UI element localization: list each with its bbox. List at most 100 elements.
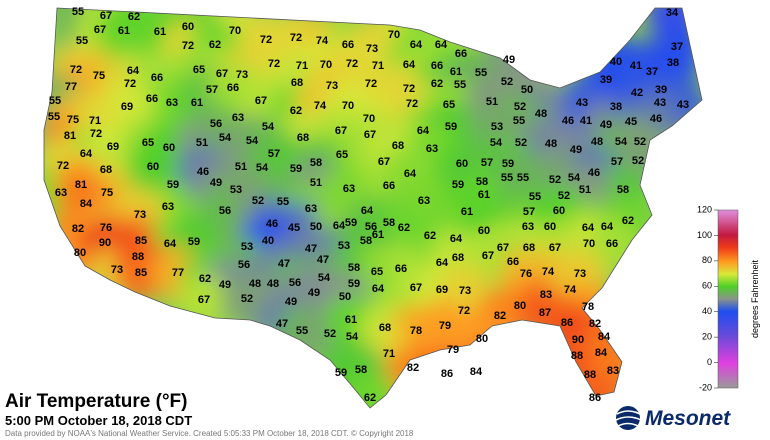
station-temperature: 70 (342, 100, 354, 112)
station-temperature: 52 (515, 137, 527, 149)
station-temperature: 77 (65, 81, 77, 93)
station-temperature: 66 (342, 39, 354, 51)
temperature-field (344, 372, 396, 408)
station-temperature: 65 (336, 149, 348, 161)
station-temperature: 51 (235, 161, 247, 173)
station-temperature: 64 (361, 205, 374, 217)
station-temperature: 76 (100, 222, 112, 234)
station-temperature: 55 (529, 191, 541, 203)
station-temperature: 63 (55, 187, 67, 199)
colorbar-tick-label: 80 (702, 255, 712, 265)
station-temperature: 55 (277, 196, 289, 208)
station-temperature: 59 (345, 217, 357, 229)
station-temperature: 43 (677, 99, 689, 111)
station-temperature: 68 (291, 77, 303, 89)
station-temperature: 65 (193, 64, 205, 76)
station-temperature: 68 (523, 242, 535, 254)
station-temperature: 63 (426, 143, 438, 155)
station-temperature: 64 (403, 59, 416, 71)
station-temperature: 45 (288, 222, 300, 234)
station-temperature: 58 (360, 235, 372, 247)
station-temperature: 60 (456, 158, 468, 170)
station-temperature: 72 (406, 98, 418, 110)
station-temperature: 69 (436, 284, 448, 296)
station-temperature: 72 (57, 160, 69, 172)
station-temperature: 57 (611, 156, 623, 168)
station-temperature: 53 (241, 241, 253, 253)
station-temperature: 58 (617, 184, 629, 196)
station-temperature: 70 (320, 59, 332, 71)
station-temperature: 63 (162, 201, 174, 213)
station-temperature: 67 (100, 10, 112, 22)
station-temperature: 83 (540, 289, 552, 301)
logo: Mesonet (615, 406, 731, 430)
station-temperature: 47 (276, 318, 288, 330)
station-temperature: 51 (310, 177, 322, 189)
station-temperature: 61 (372, 229, 384, 241)
station-temperature: 64 (436, 257, 449, 269)
station-temperature: 70 (229, 25, 241, 37)
station-temperature: 82 (407, 362, 419, 374)
colorbar (717, 209, 739, 389)
station-temperature: 49 (308, 287, 320, 299)
station-temperature: 65 (142, 137, 154, 149)
station-temperature: 74 (316, 35, 329, 47)
station-temperature: 46 (562, 115, 574, 127)
station-temperature: 75 (101, 187, 113, 199)
station-temperature: 82 (589, 318, 601, 330)
station-temperature: 80 (514, 300, 526, 312)
station-temperature: 67 (482, 250, 494, 262)
station-temperature: 61 (478, 189, 490, 201)
station-temperature: 67 (255, 95, 267, 107)
station-temperature: 69 (107, 141, 119, 153)
station-temperature: 61 (345, 314, 357, 326)
station-temperature: 72 (268, 58, 280, 70)
station-temperature: 55 (454, 79, 466, 91)
station-temperature: 46 (197, 166, 209, 178)
station-temperature: 64 (450, 233, 463, 245)
station-temperature: 60 (163, 142, 175, 154)
station-temperature: 88 (132, 251, 144, 263)
station-temperature: 48 (249, 278, 261, 290)
station-temperature: 61 (450, 66, 462, 78)
colorbar-tick-label: 120 (697, 204, 712, 214)
station-temperature: 57 (206, 84, 218, 96)
station-temperature: 90 (99, 237, 111, 249)
station-temperature: 46 (588, 167, 600, 179)
station-temperature: 55 (475, 67, 487, 79)
station-temperature: 39 (600, 74, 612, 86)
station-temperature: 49 (219, 279, 231, 291)
colorbar-ticks: -20 0 20 40 60 80 100 120 (697, 204, 718, 392)
station-temperature: 51 (196, 137, 208, 149)
station-temperature: 64 (410, 39, 423, 51)
station-temperature: 79 (439, 320, 451, 332)
station-temperature: 64 (372, 283, 385, 295)
station-temperature: 62 (209, 39, 221, 51)
station-temperature: 63 (232, 112, 244, 124)
station-temperature: 63 (343, 183, 355, 195)
station-temperature: 73 (236, 69, 248, 81)
station-temperature: 84 (80, 198, 93, 210)
station-temperature: 57 (481, 157, 493, 169)
station-temperature: 34 (666, 7, 679, 19)
station-temperature: 73 (366, 43, 378, 55)
station-temperature: 55 (48, 111, 60, 123)
station-temperature: 48 (591, 136, 603, 148)
station-temperature: 66 (507, 256, 519, 268)
colorbar-tick-label: 0 (707, 357, 712, 367)
colorbar-tick-label: 20 (702, 332, 712, 342)
station-temperature: 70 (363, 113, 375, 125)
station-temperature: 41 (580, 115, 592, 127)
border (43, 7, 703, 409)
station-temperature: 54 (318, 272, 331, 284)
station-temperature: 63 (305, 203, 317, 215)
station-temperature: 52 (549, 174, 561, 186)
station-temperature: 73 (134, 209, 146, 221)
station-temperature: 65 (371, 266, 383, 278)
station-temperature: 88 (584, 369, 596, 381)
station-temperature: 55 (72, 6, 84, 18)
station-temperature: 62 (424, 230, 436, 242)
station-temperature: 49 (210, 177, 222, 189)
station-temperature: 54 (246, 135, 259, 147)
station-temperature: 68 (392, 140, 404, 152)
